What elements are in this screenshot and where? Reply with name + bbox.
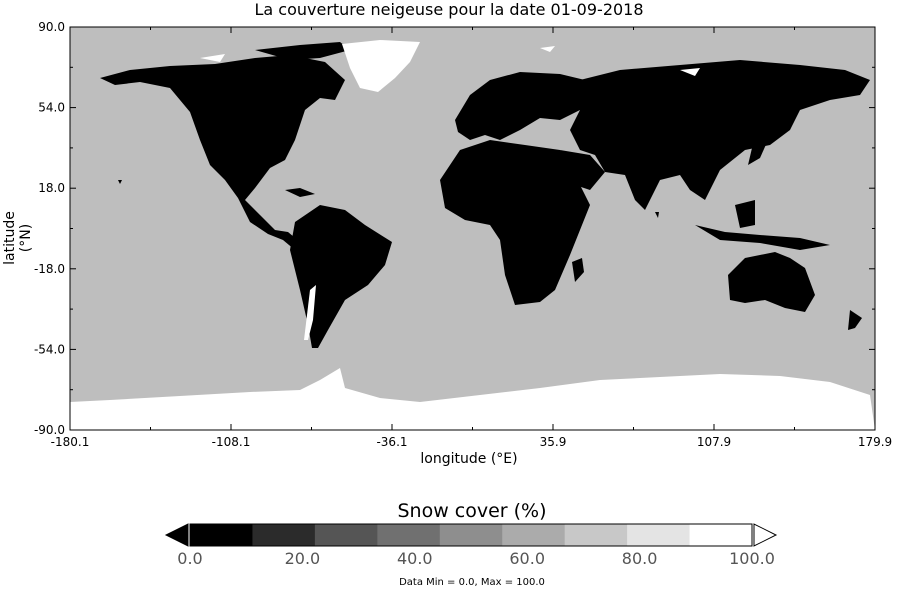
- y-tick-label: -54.0: [34, 342, 65, 356]
- new-zealand: [848, 310, 862, 330]
- y-axis-ticks: 90.0 54.0 18.0 -18.0 -54.0 -90.0: [34, 20, 875, 437]
- australia: [728, 252, 815, 312]
- colorbar-label: 40.0: [397, 549, 433, 568]
- colorbar-segment: [377, 524, 441, 546]
- colorbar-max-arrow: [753, 523, 778, 547]
- south-america: [290, 205, 392, 348]
- colorbar-label: 60.0: [509, 549, 545, 568]
- colorbar-segment: [314, 524, 378, 546]
- x-axis-ticks: -180.1 -108.1 -36.1 35.9 107.9 179.9: [51, 27, 892, 449]
- colorbar-segment: [502, 524, 566, 546]
- caribbean-islands: [285, 188, 315, 197]
- data-range-note: Data Min = 0.0, Max = 100.0: [399, 577, 545, 588]
- y-tick-label: -90.0: [34, 423, 65, 437]
- y-axis-title: latitude (°N): [2, 211, 34, 265]
- colorbar-segment: [190, 524, 253, 546]
- colorbar-label: 100.0: [729, 549, 775, 568]
- colorbar-title: Snow cover (%): [397, 500, 547, 522]
- antarctica-snow: [70, 368, 875, 430]
- y-tick-label: 90.0: [38, 20, 65, 34]
- map-title: La couverture neigeuse pour la date 01-0…: [254, 0, 644, 19]
- borneo-philippines: [735, 200, 755, 228]
- colorbar-segment: [439, 524, 503, 546]
- arctic-islands: [255, 42, 350, 60]
- north-america: [100, 55, 345, 250]
- colorbar-segment: [564, 524, 628, 546]
- snow-covered-areas: [70, 40, 875, 430]
- greenland-snow: [342, 40, 420, 92]
- x-axis-title: longitude (°E): [420, 451, 518, 467]
- x-tick-label: -108.1: [212, 435, 251, 449]
- indonesia: [695, 225, 830, 250]
- madagascar: [572, 258, 584, 282]
- colorbar-label: 0.0: [177, 549, 202, 568]
- japan: [748, 135, 768, 165]
- colorbar-frame: [189, 523, 753, 547]
- arabian-peninsula: [560, 150, 605, 190]
- andes-snow: [304, 285, 316, 340]
- colorbar-label: 80.0: [622, 549, 658, 568]
- asia: [570, 60, 870, 210]
- colorbar: 0.0 20.0 40.0 60.0 80.0 100.0: [164, 523, 778, 568]
- colorbar-segment: [689, 524, 753, 546]
- y-tick-label: 54.0: [38, 101, 65, 115]
- colorbar-label: 20.0: [285, 549, 321, 568]
- land-masses: [100, 42, 870, 348]
- x-tick-label: -180.1: [51, 435, 90, 449]
- x-tick-label: 179.9: [858, 435, 892, 449]
- x-tick-label: 35.9: [540, 435, 567, 449]
- africa: [440, 140, 590, 305]
- x-tick-label: 107.9: [697, 435, 731, 449]
- x-tick-label: -36.1: [376, 435, 407, 449]
- colorbar-min-arrow: [164, 523, 189, 547]
- y-tick-label: -18.0: [34, 262, 65, 276]
- colorbar-segment: [627, 524, 691, 546]
- europe: [455, 72, 585, 140]
- colorbar-segment: [252, 524, 316, 546]
- y-tick-label: 18.0: [38, 181, 65, 195]
